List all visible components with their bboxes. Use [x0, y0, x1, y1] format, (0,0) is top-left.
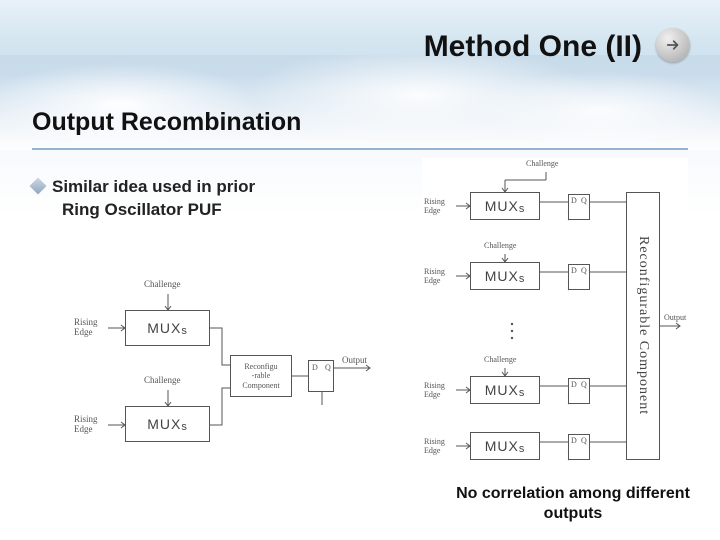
diagram-caption: No correlation among different outputs	[448, 484, 698, 524]
slide-title: Method One (II)	[424, 30, 642, 64]
label-edge: Edge	[424, 447, 440, 455]
diagram-left: Rising Edge Rising Edge Challenge Challe…	[70, 270, 390, 460]
label-edge: Edge	[74, 328, 93, 337]
dff-d: D	[571, 381, 577, 389]
mux-box: MUXs	[125, 406, 210, 442]
label-edge: Edge	[424, 277, 440, 285]
divider	[32, 148, 688, 150]
label-output: Output	[342, 356, 367, 365]
label-challenge: Challenge	[526, 160, 558, 168]
diamond-bullet-icon	[30, 178, 47, 195]
mux-label: MUXs	[485, 438, 526, 455]
title-row: Method One (II)	[0, 22, 720, 72]
label-rising: Rising	[74, 318, 98, 327]
reconfig-line: Reconfigu	[244, 362, 277, 371]
label-challenge: Challenge	[144, 376, 181, 385]
mux-box: MUXs	[125, 310, 210, 346]
label-edge: Edge	[424, 207, 440, 215]
mux-box: MUXs	[470, 262, 540, 290]
dff-q: Q	[325, 364, 331, 372]
mux-box: MUXs	[470, 192, 540, 220]
mux-label: MUXs	[485, 382, 526, 399]
slide-root: Method One (II) Output Recombination Sim…	[0, 0, 720, 540]
label-rising: Rising	[424, 198, 445, 206]
bullet-item: Similar idea used in prior Ring Oscillat…	[32, 176, 362, 222]
dff-d: D	[571, 267, 577, 275]
slide-subtitle: Output Recombination	[32, 108, 301, 137]
label-rising: Rising	[424, 382, 445, 390]
mux-box: MUXs	[470, 376, 540, 404]
mux-label: MUXs	[485, 198, 526, 215]
label-edge: Edge	[424, 391, 440, 399]
bullet-line2: Ring Oscillator PUF	[52, 199, 255, 222]
dff-d: D	[571, 437, 577, 445]
mux-label: MUXs	[147, 416, 188, 433]
reconfig-box: Reconfigu -rable Component	[230, 355, 292, 397]
reconfig-label: Reconfigurable Component	[635, 236, 651, 415]
diagram-right: Challenge Challenge Challenge RisingEdge…	[422, 158, 688, 478]
dff-d: D	[571, 197, 577, 205]
label-challenge: Challenge	[484, 242, 516, 250]
label-challenge: Challenge	[484, 356, 516, 364]
label-edge: Edge	[74, 425, 93, 434]
bullet-line1: Similar idea used in prior	[52, 177, 255, 196]
dff-q: Q	[581, 381, 587, 389]
reconfig-box: Reconfigurable Component	[626, 192, 660, 460]
label-rising: Rising	[424, 438, 445, 446]
label-rising: Rising	[74, 415, 98, 424]
mux-label: MUXs	[147, 320, 188, 337]
dff-q: Q	[581, 197, 587, 205]
bullet-text: Similar idea used in prior Ring Oscillat…	[52, 176, 255, 222]
label-rising: Rising	[424, 268, 445, 276]
dff-q: Q	[581, 267, 587, 275]
mux-label: MUXs	[485, 268, 526, 285]
label-challenge: Challenge	[144, 280, 181, 289]
dff-d: D	[312, 364, 318, 372]
label-output: Output	[664, 314, 686, 322]
next-button[interactable]	[656, 28, 690, 62]
reconfig-line: Component	[242, 381, 279, 390]
arrow-right-icon	[664, 36, 682, 54]
reconfig-line: -rable	[252, 371, 271, 380]
dff-q: Q	[581, 437, 587, 445]
mux-box: MUXs	[470, 432, 540, 460]
